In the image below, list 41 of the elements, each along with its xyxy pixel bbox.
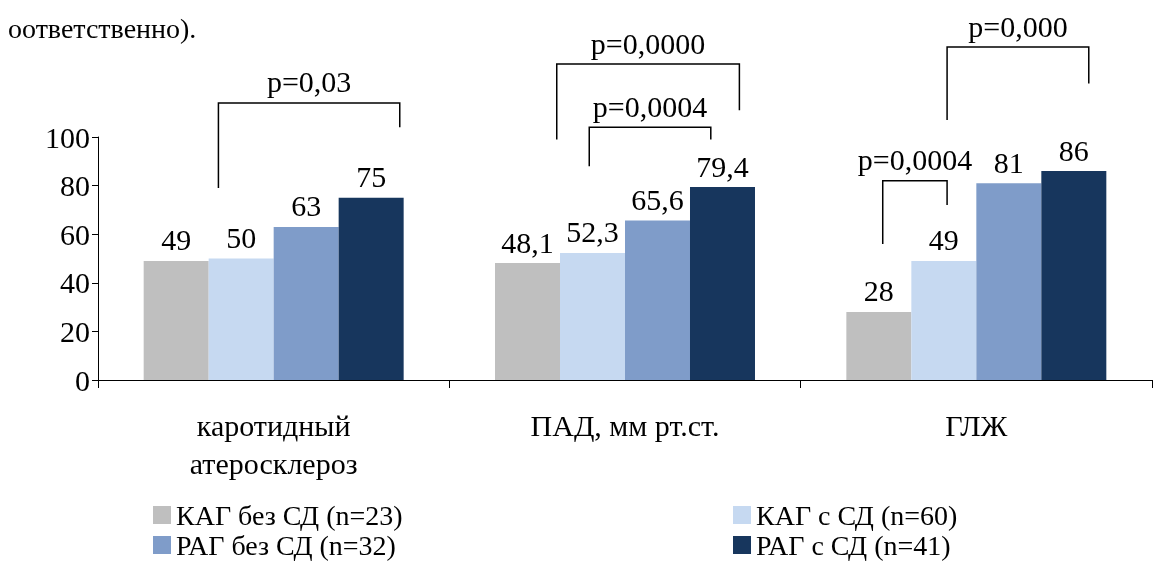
legend-label: КАГ без СД (n=23) (176, 499, 403, 531)
x-tick-label: каротидный атеросклероз (189, 408, 358, 480)
annotation: p=0,0004 (857, 143, 973, 177)
y-tick-label: 100 (45, 120, 90, 154)
y-tick-label: 80 (60, 169, 90, 203)
bar (911, 260, 977, 380)
data-label: 28 (863, 274, 894, 308)
bar (143, 260, 209, 380)
bar (208, 258, 274, 380)
data-label: 63 (291, 189, 322, 223)
text: p=0,03 (266, 65, 352, 99)
data-label: 50 (226, 221, 257, 254)
data-label: 52,3 (566, 215, 619, 249)
text: p=0,000 (968, 9, 1068, 43)
bar (495, 263, 560, 380)
bar (338, 197, 404, 380)
text: оответственно). (8, 12, 197, 44)
bar (560, 252, 625, 380)
data-label: 79,4 (696, 149, 749, 183)
data-label: 65,6 (631, 183, 684, 217)
y-tick-label: 60 (60, 217, 90, 251)
text: p=0,0004 (592, 89, 708, 123)
y-tick-label: 0 (75, 363, 90, 397)
y-tick-label: 40 (60, 266, 90, 300)
data-label: 75 (356, 160, 387, 194)
legend-label: КАГ с СД (n=60) (756, 499, 958, 531)
bar (1041, 171, 1107, 380)
x-tick-label: ГЛЖ (945, 408, 1008, 442)
text: p=0,0000 (590, 26, 706, 60)
y-tick-label: 20 (60, 314, 90, 348)
data-label: 81 (993, 145, 1024, 179)
bar (273, 226, 339, 380)
data-label: 48,1 (501, 225, 554, 259)
bar (846, 311, 912, 380)
bar (690, 187, 755, 380)
data-label: 49 (928, 223, 959, 257)
bar (976, 183, 1042, 380)
data-label: 49 (161, 223, 192, 257)
x-tick-label: ПАД, мм рт.ст. (530, 408, 720, 442)
data-label: 86 (1058, 133, 1089, 167)
bar (625, 220, 690, 380)
